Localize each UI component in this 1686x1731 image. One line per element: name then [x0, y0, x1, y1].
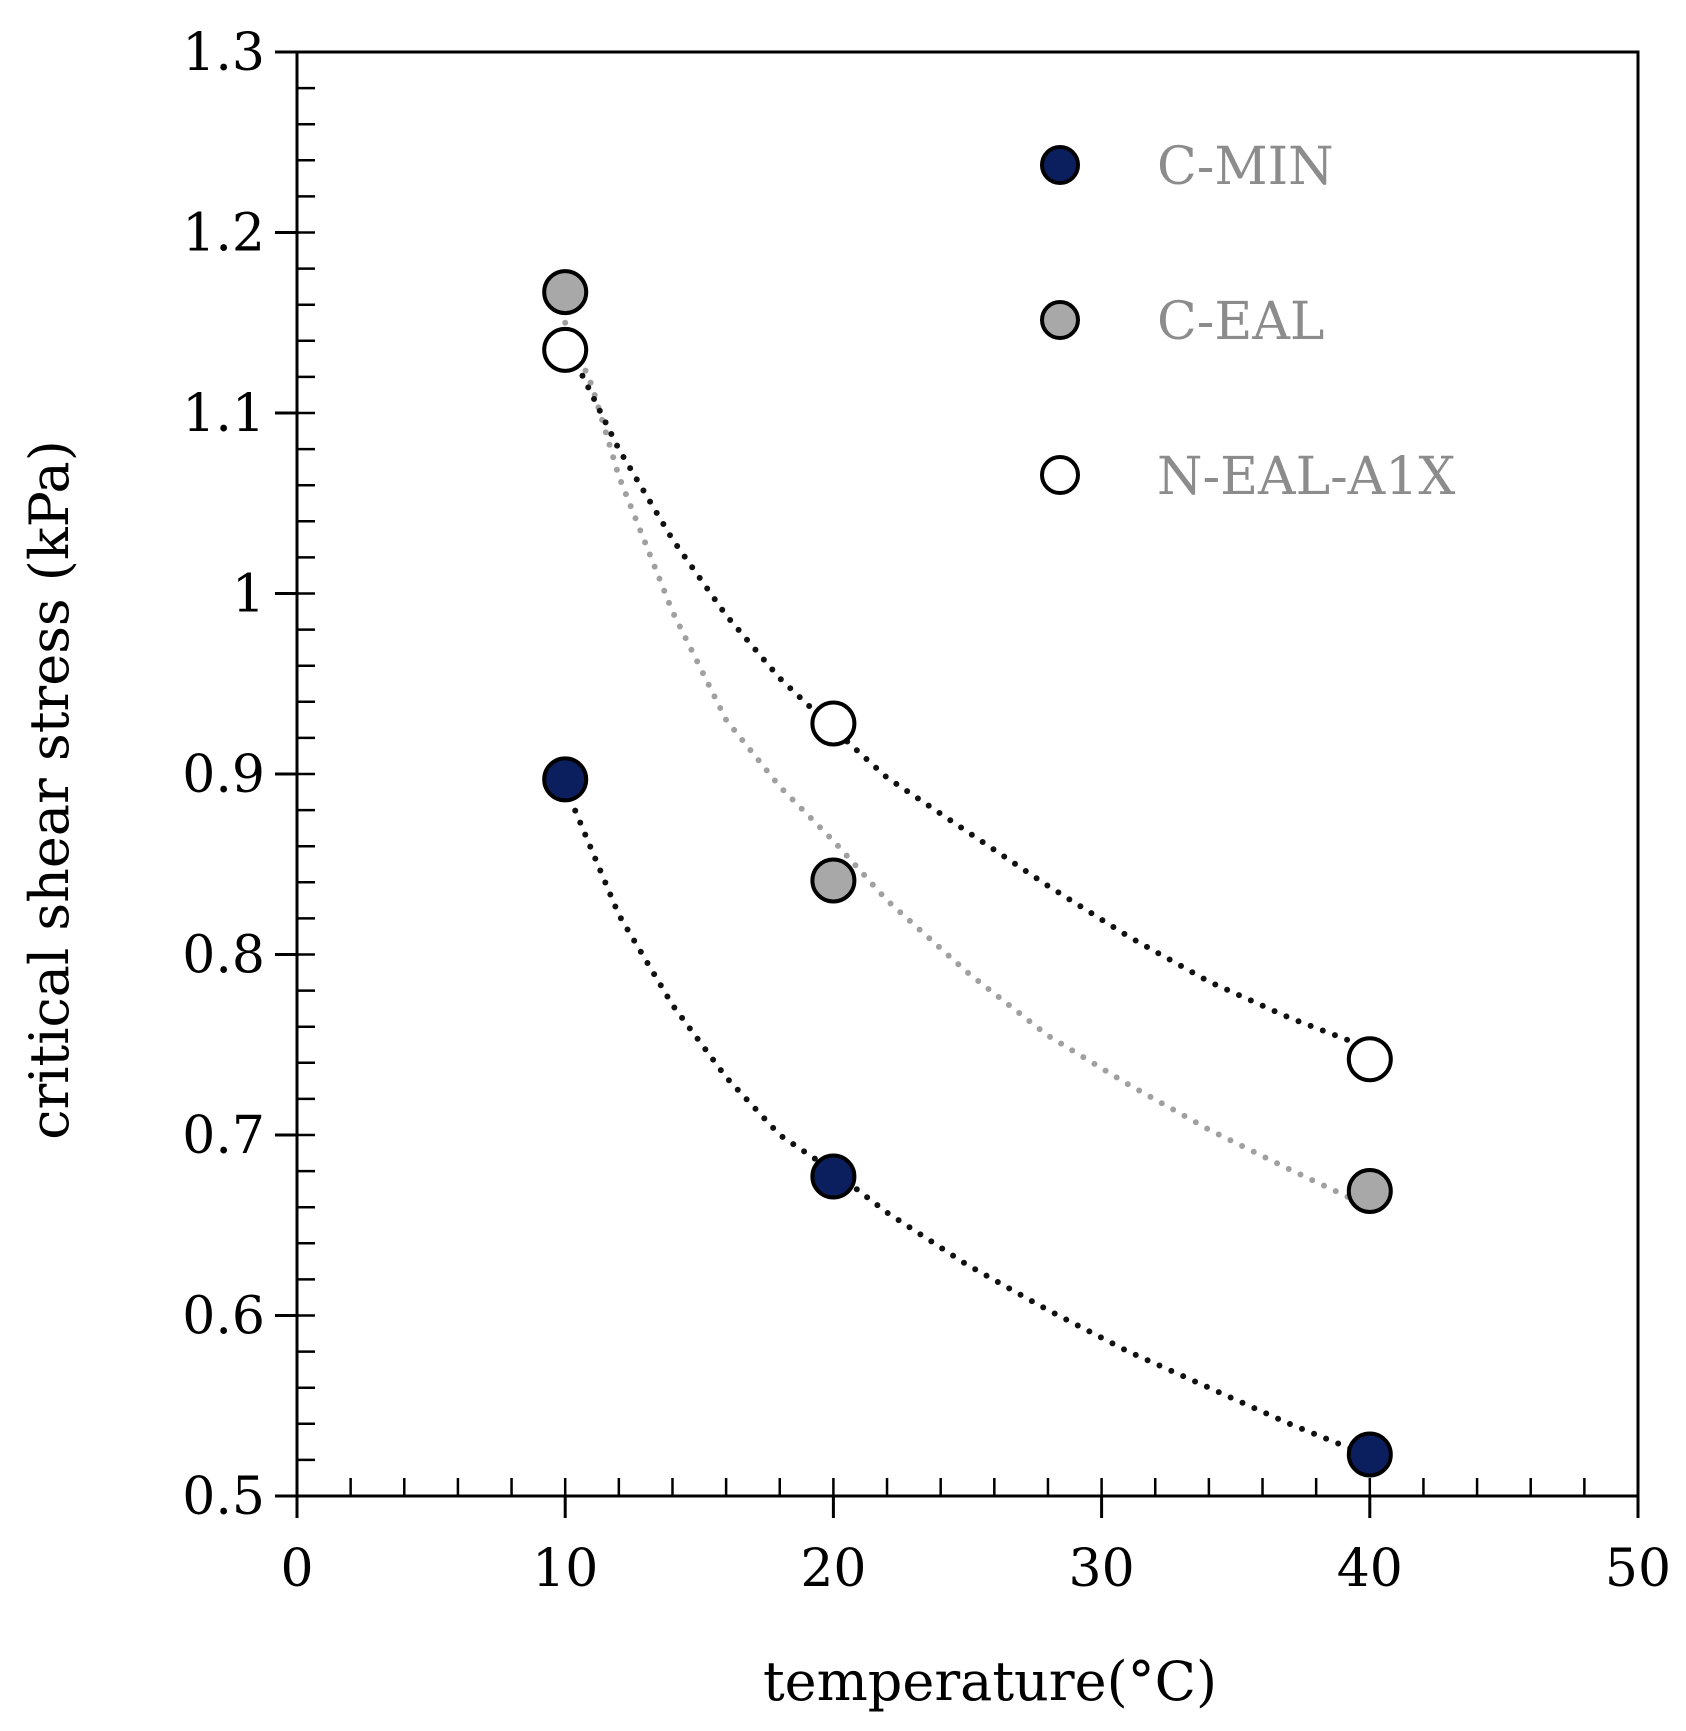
legend-marker-c-eal: [1040, 300, 1080, 340]
x-axis-title: temperature(°C): [763, 1650, 1217, 1713]
y-axis-title: critical shear stress (kPa): [18, 440, 81, 1140]
data-point-c-min: [1346, 1431, 1393, 1478]
y-tick-label: 0.5: [182, 1467, 265, 1527]
x-tick-label: 0: [280, 1539, 313, 1599]
y-tick-label: 0.7: [182, 1106, 265, 1166]
plot-frame: [295, 50, 1640, 1498]
x-tick-label: 20: [800, 1539, 866, 1599]
legend-marker-n-eal-a1x: [1040, 455, 1080, 495]
y-tick-label: 0.9: [182, 745, 265, 805]
y-tick-label: 1.3: [182, 23, 265, 83]
trendlines: [562, 319, 1373, 1460]
trendline-n-eal-a1x: [562, 337, 1373, 1052]
trendline-c-min: [562, 783, 1373, 1460]
x-tick-label: 30: [1069, 1539, 1135, 1599]
legend-label-c-min: C-MIN: [1157, 137, 1334, 197]
data-point-n-eal-a1x: [810, 700, 857, 747]
x-tick-label: 10: [532, 1539, 598, 1599]
legend: C-MIN C-EAL N-EAL-A1X: [1040, 137, 1455, 507]
data-points: [542, 269, 1393, 1478]
data-point-c-min: [810, 1153, 857, 1200]
y-tick-label: 0.8: [182, 926, 265, 986]
data-point-c-eal: [1346, 1167, 1393, 1214]
legend-label-n-eal-a1x: N-EAL-A1X: [1157, 447, 1455, 507]
x-tick-label: 40: [1337, 1539, 1403, 1599]
y-tick-label: 1: [232, 565, 265, 625]
data-point-c-eal: [810, 857, 857, 904]
data-point-c-eal: [542, 269, 589, 316]
legend-marker-c-min: [1040, 145, 1080, 185]
y-tick-label: 1.2: [182, 204, 265, 264]
data-point-n-eal-a1x: [542, 326, 589, 373]
legend-label-c-eal: C-EAL: [1157, 292, 1324, 352]
y-tick-label: 1.1: [182, 384, 265, 444]
data-point-c-min: [542, 756, 589, 803]
x-tick-label: 50: [1605, 1539, 1671, 1599]
axes: 0.5 0.6 0.7 0.8 0.9 1 1.1 1.2 1.3 0 10 20 30 40 50: [182, 23, 1671, 1599]
data-point-n-eal-a1x: [1346, 1036, 1393, 1083]
trendline-c-eal: [562, 319, 1373, 1211]
y-tick-label: 0.6: [182, 1287, 265, 1347]
